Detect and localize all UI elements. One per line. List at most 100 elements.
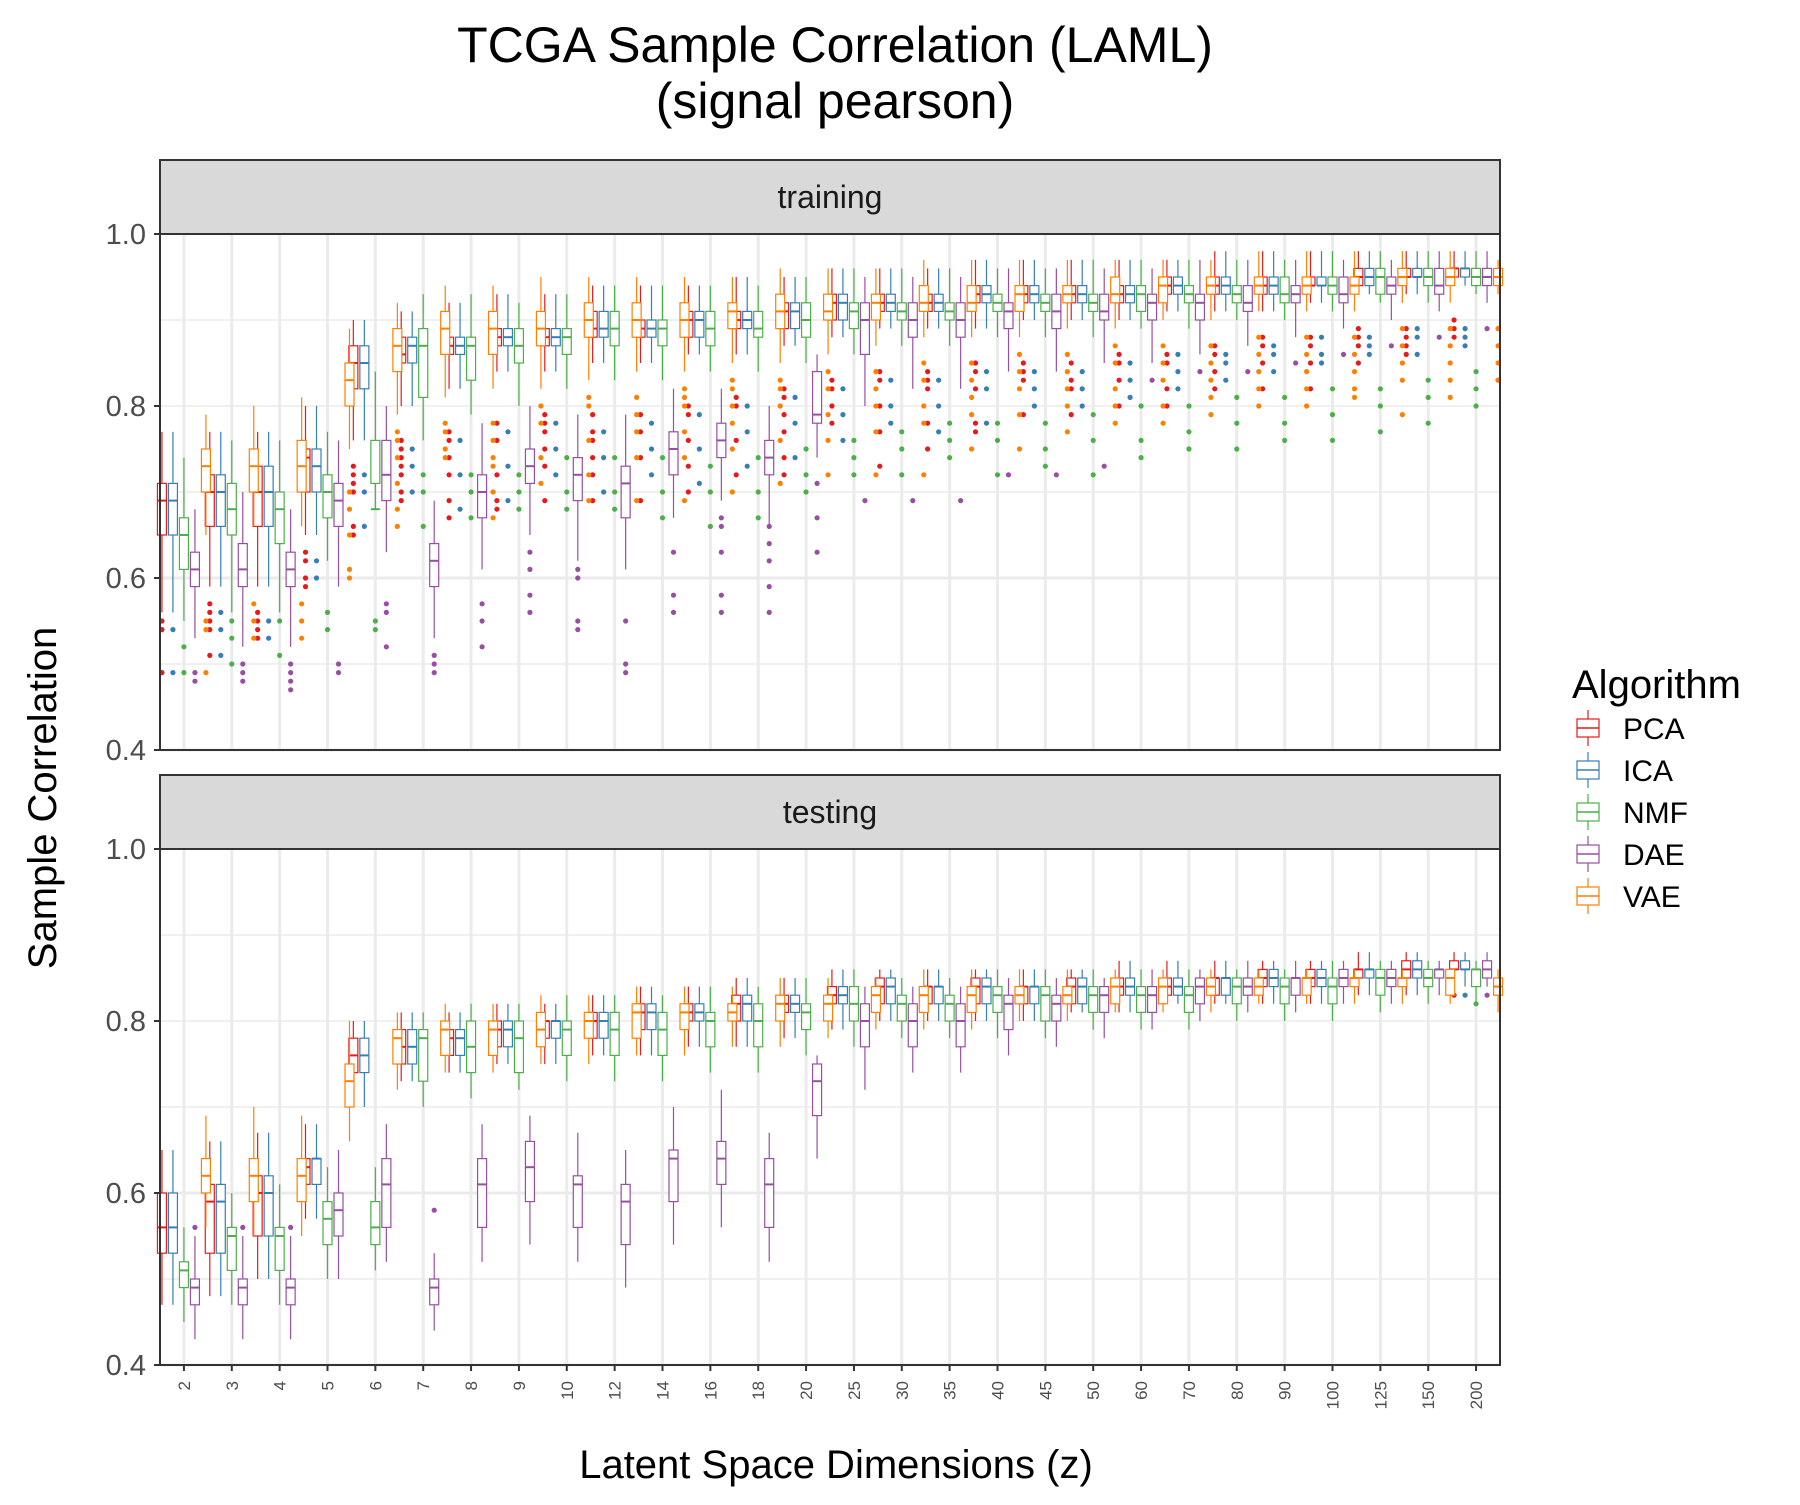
box <box>465 336 477 381</box>
outlier-point <box>840 412 846 418</box>
outlier-point <box>1160 377 1166 383</box>
outlier-point <box>623 670 629 676</box>
box <box>1003 994 1014 1031</box>
outlier-point <box>1293 360 1299 366</box>
series-vae <box>200 968 1504 1236</box>
outlier-point <box>766 541 772 547</box>
outlier-point <box>1484 992 1490 998</box>
outlier-point <box>335 661 342 667</box>
x-tick-label: 80 <box>1228 1381 1247 1400</box>
x-tick-label: 25 <box>845 1381 864 1400</box>
x-tick-label: 60 <box>1132 1381 1151 1400</box>
outlier-point <box>586 498 592 504</box>
outlier-point <box>446 498 452 504</box>
y-tick-label: 0.6 <box>106 1178 146 1210</box>
outlier-point <box>394 480 400 486</box>
outlier-point <box>1068 412 1074 418</box>
outlier-point <box>851 437 857 443</box>
series-nmf <box>178 960 1482 1322</box>
outlier-point <box>324 627 331 633</box>
outlier-point <box>681 498 688 504</box>
outlier-point <box>1016 369 1023 375</box>
outlier-point <box>1399 377 1405 383</box>
outlier-point <box>431 652 437 659</box>
box <box>1279 977 1290 1005</box>
outlier-point <box>494 420 500 426</box>
outlier-point <box>255 618 261 624</box>
box <box>981 977 992 1005</box>
outlier-point <box>1377 386 1383 392</box>
outlier-point <box>969 394 975 400</box>
outlier-point <box>442 429 448 435</box>
outlier-point <box>1064 369 1070 375</box>
outlier-point <box>899 429 905 435</box>
outlier-point <box>634 394 640 400</box>
outlier-point <box>398 489 404 495</box>
box <box>333 1192 344 1237</box>
outlier-point <box>969 377 975 383</box>
box <box>1051 994 1062 1022</box>
legend-item-label: PCA <box>1623 713 1685 746</box>
outlier-point <box>255 627 261 633</box>
box <box>1364 968 1375 979</box>
outlier-point <box>1116 377 1122 383</box>
outlier-point <box>575 575 581 581</box>
outlier-point <box>777 480 783 486</box>
outlier-point <box>873 429 879 435</box>
outlier-point <box>877 377 883 383</box>
box <box>1349 977 1360 988</box>
outlier-point <box>1160 420 1166 426</box>
box <box>1290 977 1301 996</box>
legend-item-label: DAE <box>1623 839 1685 872</box>
outlier-point <box>1399 360 1405 366</box>
outlier-point <box>527 549 533 555</box>
outlier-point <box>1256 386 1262 392</box>
outlier-point <box>542 429 548 435</box>
panel-border <box>159 233 1501 751</box>
outlier-point <box>192 1224 198 1230</box>
outlier-point <box>1053 472 1059 478</box>
outlier-point <box>1175 351 1181 357</box>
outlier-point <box>994 420 1001 426</box>
outlier-point <box>1307 343 1314 349</box>
box <box>620 1183 631 1246</box>
outlier-point <box>718 523 724 530</box>
x-tick-label: 200 <box>1467 1381 1486 1409</box>
box <box>274 491 285 545</box>
box <box>476 474 488 519</box>
outlier-point <box>1223 351 1229 357</box>
outlier-point <box>398 498 404 504</box>
outlier-point <box>564 489 570 495</box>
outlier-point <box>777 386 783 392</box>
outlier-point <box>659 515 666 521</box>
outlier-point <box>681 455 688 461</box>
outlier-point <box>1068 360 1074 366</box>
x-tick-label: 5 <box>319 1381 338 1390</box>
box <box>1242 285 1253 313</box>
outlier-point <box>601 455 607 461</box>
outlier-point <box>240 661 246 667</box>
outlier-point <box>1020 377 1026 383</box>
box <box>524 1140 536 1203</box>
outlier-point <box>1473 403 1479 409</box>
outlier-point <box>420 489 426 495</box>
outlier-point <box>947 437 953 443</box>
outlier-point <box>564 455 570 461</box>
outlier-point <box>1031 403 1037 409</box>
legend-title: Algorithm <box>1572 663 1741 707</box>
outlier-point <box>1484 326 1490 332</box>
outlier-point <box>346 532 353 538</box>
box <box>1110 276 1121 304</box>
outlier-point <box>1090 437 1096 443</box>
legend-item-label: VAE <box>1623 881 1681 914</box>
outlier-point <box>1403 343 1409 349</box>
outlier-point <box>207 618 213 624</box>
outlier-point <box>553 472 559 478</box>
outlier-point <box>718 549 724 555</box>
x-tick-label: 6 <box>366 1381 385 1390</box>
outlier-point <box>1447 360 1453 366</box>
outlier-point <box>1160 403 1166 409</box>
outlier-point <box>685 437 691 443</box>
outlier-point <box>277 618 283 624</box>
